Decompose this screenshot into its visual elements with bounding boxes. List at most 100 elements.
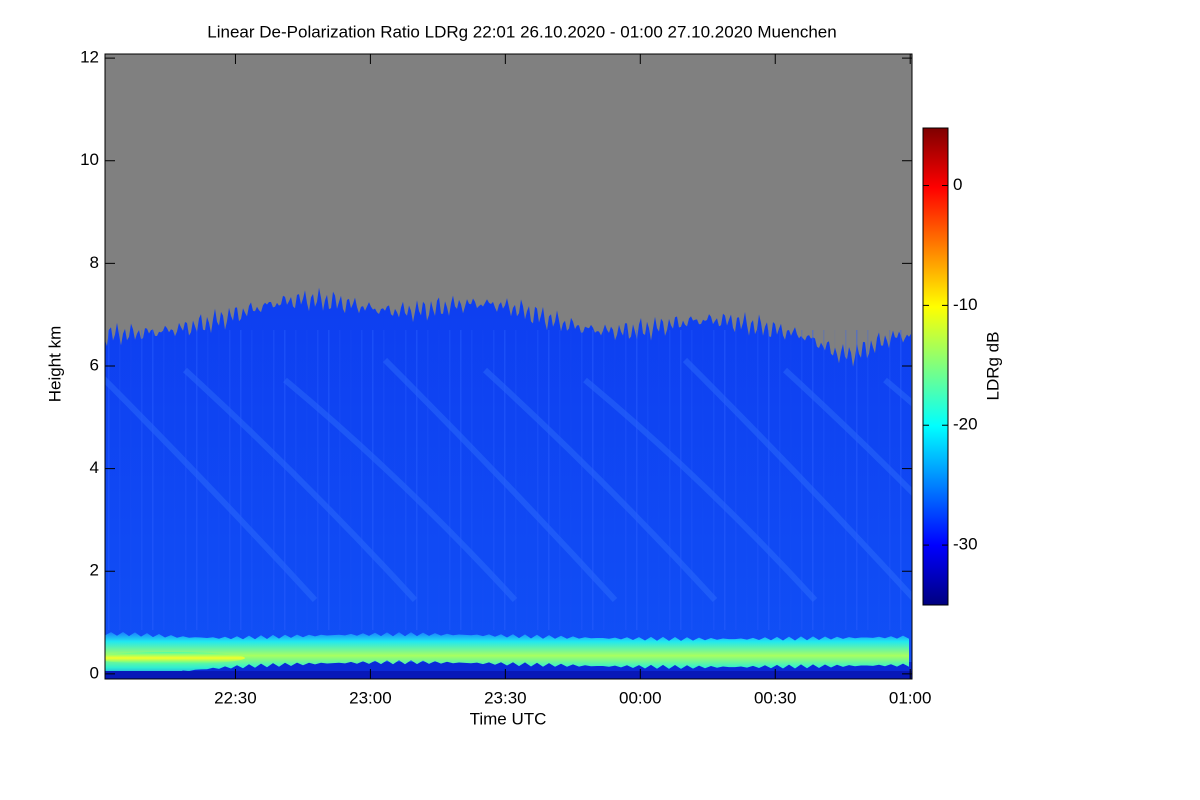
stripe: [471, 330, 473, 630]
colorbar: [922, 127, 949, 606]
x-tick-label: 22:30: [214, 688, 257, 707]
stripe: [603, 330, 605, 630]
stripe: [350, 330, 352, 630]
stripe: [251, 330, 253, 630]
stripe: [218, 330, 220, 630]
y-tick-label: 12: [80, 48, 99, 67]
colorbar-tick-label: -10: [953, 295, 978, 314]
chart-title: Linear De-Polarization Ratio LDRg 22:01 …: [207, 22, 836, 41]
stripe: [658, 330, 660, 630]
stripe: [361, 330, 363, 630]
fall-streak: [583, 377, 818, 603]
plot-frame: [104, 53, 913, 680]
fall-streak: [782, 367, 912, 497]
stripe: [812, 330, 814, 630]
boundary-layer-core: [105, 652, 245, 664]
y-tick-label: 10: [80, 150, 99, 169]
x-tick-label: 01:00: [889, 688, 932, 707]
stripe: [427, 330, 429, 630]
fall-streak: [682, 357, 912, 602]
stripe: [196, 330, 198, 630]
stripe: [438, 330, 440, 630]
x-tick-label: 23:00: [349, 688, 392, 707]
stripe: [163, 330, 165, 630]
boundary-layer: [105, 632, 909, 679]
stripe: [229, 330, 231, 630]
stripe: [141, 330, 143, 630]
stripe: [636, 330, 638, 630]
stripe: [867, 330, 869, 630]
stripe: [548, 330, 550, 630]
stripe: [592, 330, 594, 630]
stripe: [790, 330, 792, 630]
fall-streak: [182, 367, 418, 603]
colorbar-tick-label: -30: [953, 535, 978, 554]
fall-streak: [883, 377, 912, 407]
stripe: [614, 330, 616, 630]
stripe: [768, 330, 770, 630]
stripe: [537, 330, 539, 630]
y-tick-label: 0: [90, 663, 99, 682]
stripe: [273, 330, 275, 630]
x-axis-label: Time UTC: [470, 709, 547, 728]
stripe: [174, 330, 176, 630]
stripe: [746, 330, 748, 630]
stripe: [625, 330, 627, 630]
y-tick-label: 8: [90, 253, 99, 272]
stripe: [460, 330, 462, 630]
stripe: [570, 330, 572, 630]
stripe: [757, 330, 759, 630]
stripe: [185, 330, 187, 630]
stripe: [449, 330, 451, 630]
stripe: [900, 330, 902, 630]
stripe: [295, 330, 297, 630]
stripe: [691, 330, 693, 630]
stripe: [108, 330, 110, 630]
stripe: [834, 330, 836, 630]
stripe: [405, 330, 407, 630]
stripe: [559, 330, 561, 630]
stripe: [328, 330, 330, 630]
stripe: [702, 330, 704, 630]
y-axis-label: Height km: [45, 326, 64, 403]
stripe: [317, 330, 319, 630]
stripe: [339, 330, 341, 630]
stripe: [878, 330, 880, 630]
heatmap-field: [105, 54, 912, 679]
stripe: [680, 330, 682, 630]
colorbar-tick-label: 0: [953, 175, 962, 194]
stripe: [801, 330, 803, 630]
stripe: [504, 330, 506, 630]
stripe: [284, 330, 286, 630]
stripe: [152, 330, 154, 630]
y-tick-label: 6: [90, 355, 99, 374]
stripe: [581, 330, 583, 630]
stripe: [207, 330, 209, 630]
fall-streak: [482, 367, 718, 603]
x-tick-label: 23:30: [484, 688, 527, 707]
colorbar-tick-label: -20: [953, 415, 978, 434]
stripe: [240, 330, 242, 630]
stripe: [713, 330, 715, 630]
fall-streak: [105, 375, 318, 603]
stripe: [724, 330, 726, 630]
stripe: [515, 330, 517, 630]
stripe: [526, 330, 528, 630]
stripe: [416, 330, 418, 630]
stripe: [779, 330, 781, 630]
stripe: [119, 330, 121, 630]
y-tick-label: 4: [90, 458, 99, 477]
stripe: [372, 330, 374, 630]
fall-streak: [283, 377, 518, 603]
stripe: [856, 330, 858, 630]
stripe: [394, 330, 396, 630]
stripe: [482, 330, 484, 630]
stripe: [262, 330, 264, 630]
stripe: [647, 330, 649, 630]
y-tick-label: 2: [90, 561, 99, 580]
fall-streak: [382, 357, 618, 603]
stripe: [669, 330, 671, 630]
x-tick-label: 00:30: [754, 688, 797, 707]
stripe: [383, 330, 385, 630]
